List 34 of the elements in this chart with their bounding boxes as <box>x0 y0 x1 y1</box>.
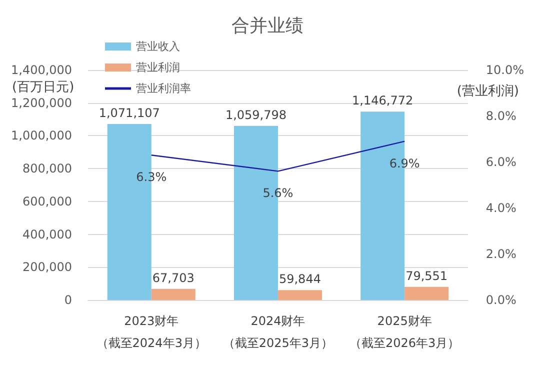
x-tick-label: 2023财年（截至2024年3月） <box>96 314 206 350</box>
data-label: 5.6% <box>262 186 294 200</box>
y2-tick-label: 0.0% <box>486 293 516 307</box>
y2-tick-label: 10.0% <box>486 63 524 77</box>
data-label: 1,146,772 <box>352 94 414 108</box>
y-axis-title: (百万日元) <box>12 80 74 95</box>
y2-tick-label: 8.0% <box>486 109 516 123</box>
data-label: 1,071,107 <box>98 106 160 120</box>
data-label: 79,551 <box>406 268 448 283</box>
y-tick-label: 200,000 <box>22 260 72 274</box>
y2-tick-label: 4.0% <box>486 201 516 215</box>
data-label: 6.3% <box>136 170 167 184</box>
y-tick-label: 1,000,000 <box>10 128 72 143</box>
y-tick-label: 0 <box>64 293 72 307</box>
y-tick-label: 400,000 <box>22 227 72 242</box>
data-label: 59,844 <box>278 272 321 286</box>
legend-label: 营业利润率 <box>136 82 191 95</box>
bar <box>151 288 196 300</box>
x-tick-label: 2025财年（截至2026年3月） <box>349 314 460 350</box>
bar <box>404 286 449 300</box>
y-tick-label: 1,400,000 <box>10 63 72 77</box>
y2-axis-title: (营业利润) <box>456 84 520 99</box>
chart-title: 合并业绩 <box>232 16 304 36</box>
y-tick-label: 600,000 <box>22 194 72 208</box>
data-label: 67,703 <box>152 270 194 285</box>
y-tick-label: 1,200,000 <box>10 96 72 110</box>
x-tick-label: 2024财年（截至2025年3月） <box>222 314 334 350</box>
y2-tick-label: 6.0% <box>486 155 516 169</box>
legend-label: 营业利润 <box>136 61 180 74</box>
data-label: 1,059,798 <box>225 108 287 122</box>
y-tick-label: 800,000 <box>22 162 72 176</box>
legend-label: 营业收入 <box>136 40 180 53</box>
bar <box>278 290 322 300</box>
y2-tick-label: 2.0% <box>486 247 516 261</box>
